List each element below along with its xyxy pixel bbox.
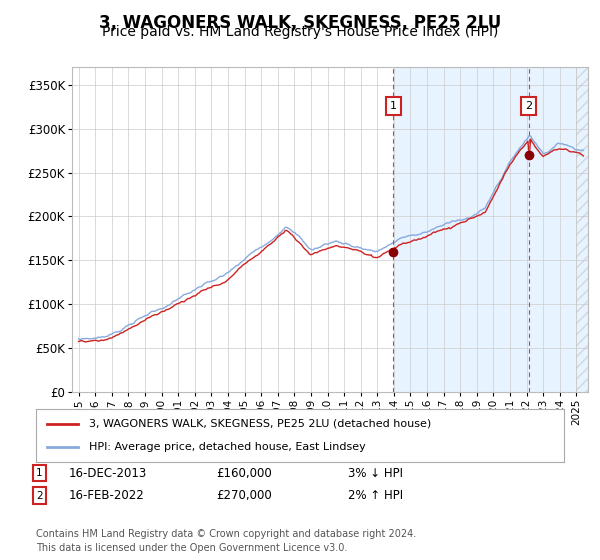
Text: 2: 2 <box>525 101 532 111</box>
Text: 16-FEB-2022: 16-FEB-2022 <box>69 489 145 502</box>
Text: £270,000: £270,000 <box>216 489 272 502</box>
Text: Contains HM Land Registry data © Crown copyright and database right 2024.: Contains HM Land Registry data © Crown c… <box>36 529 416 539</box>
Text: This data is licensed under the Open Government Licence v3.0.: This data is licensed under the Open Gov… <box>36 543 347 553</box>
Bar <box>577 67 600 392</box>
Text: 16-DEC-2013: 16-DEC-2013 <box>69 466 147 480</box>
Text: 2: 2 <box>36 491 43 501</box>
Bar <box>393 67 592 392</box>
Text: 3% ↓ HPI: 3% ↓ HPI <box>348 466 403 480</box>
Text: £160,000: £160,000 <box>216 466 272 480</box>
Text: 3, WAGONERS WALK, SKEGNESS, PE25 2LU: 3, WAGONERS WALK, SKEGNESS, PE25 2LU <box>99 14 501 32</box>
Text: Price paid vs. HM Land Registry's House Price Index (HPI): Price paid vs. HM Land Registry's House … <box>102 25 498 39</box>
Text: 1: 1 <box>36 468 43 478</box>
Text: 1: 1 <box>390 101 397 111</box>
Text: HPI: Average price, detached house, East Lindsey: HPI: Average price, detached house, East… <box>89 442 365 452</box>
Text: 2% ↑ HPI: 2% ↑ HPI <box>348 489 403 502</box>
Text: 3, WAGONERS WALK, SKEGNESS, PE25 2LU (detached house): 3, WAGONERS WALK, SKEGNESS, PE25 2LU (de… <box>89 419 431 429</box>
